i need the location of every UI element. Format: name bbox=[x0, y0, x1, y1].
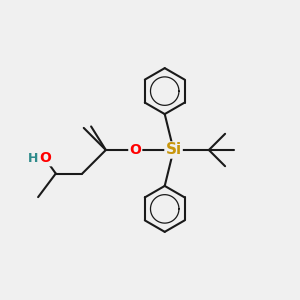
Text: O: O bbox=[129, 143, 141, 157]
Text: H: H bbox=[28, 152, 38, 165]
Text: Si: Si bbox=[166, 142, 182, 158]
Text: O: O bbox=[40, 151, 51, 165]
